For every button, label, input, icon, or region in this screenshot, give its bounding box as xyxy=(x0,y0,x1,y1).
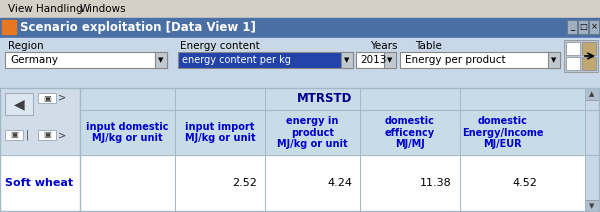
Bar xyxy=(0,18,600,38)
Bar xyxy=(0,88,80,212)
Text: energy in
product
MJ/kg or unit: energy in product MJ/kg or unit xyxy=(277,116,348,149)
Bar xyxy=(80,110,600,155)
Text: ▼: ▼ xyxy=(589,203,595,209)
Text: domestic
Energy/Income
MJ/EUR: domestic Energy/Income MJ/EUR xyxy=(462,116,543,149)
Bar xyxy=(0,155,600,212)
Bar xyxy=(0,88,599,211)
Bar xyxy=(564,40,598,72)
Text: Scenario exploitation [Data View 1]: Scenario exploitation [Data View 1] xyxy=(20,21,256,35)
Bar xyxy=(0,38,600,88)
Text: energy content per kg: energy content per kg xyxy=(182,55,291,65)
Text: 4.52: 4.52 xyxy=(512,179,537,188)
Text: □: □ xyxy=(579,22,587,32)
Bar xyxy=(155,52,167,68)
Text: 4.24: 4.24 xyxy=(327,179,352,188)
Text: input import
MJ/kg or unit: input import MJ/kg or unit xyxy=(185,122,256,143)
Bar xyxy=(400,52,560,68)
Text: 2013: 2013 xyxy=(360,55,386,65)
Bar xyxy=(582,42,596,55)
Text: Windows: Windows xyxy=(80,4,127,14)
Text: Soft wheat: Soft wheat xyxy=(5,179,73,188)
Text: ×: × xyxy=(590,22,598,32)
Bar xyxy=(585,88,600,100)
Text: Energy content: Energy content xyxy=(180,41,260,51)
Bar xyxy=(5,52,167,68)
Text: ▣: ▣ xyxy=(10,131,18,139)
Bar xyxy=(585,88,600,212)
Text: MTRSTD: MTRSTD xyxy=(298,92,353,106)
Bar xyxy=(341,52,353,68)
Text: ▼: ▼ xyxy=(158,57,164,63)
Bar xyxy=(589,20,599,34)
Text: |: | xyxy=(25,130,29,140)
Bar xyxy=(0,0,600,18)
Bar xyxy=(384,52,396,68)
Text: 11.38: 11.38 xyxy=(420,179,452,188)
Bar xyxy=(548,52,560,68)
Bar xyxy=(178,52,353,68)
Bar xyxy=(356,52,396,68)
Bar xyxy=(578,20,588,34)
Text: >: > xyxy=(58,130,66,140)
Bar xyxy=(566,57,580,70)
Text: View Handling: View Handling xyxy=(8,4,83,14)
Bar xyxy=(0,88,600,212)
Text: ▼: ▼ xyxy=(344,57,350,63)
Text: ▣: ▣ xyxy=(43,131,51,139)
Bar xyxy=(566,42,580,55)
Text: ◀: ◀ xyxy=(14,97,25,111)
Text: _: _ xyxy=(570,22,574,32)
Bar xyxy=(38,130,56,140)
Text: Energy per product: Energy per product xyxy=(405,55,506,65)
Text: 2.52: 2.52 xyxy=(232,179,257,188)
Bar xyxy=(38,93,56,103)
Text: ▲: ▲ xyxy=(589,91,595,97)
Text: input domestic
MJ/kg or unit: input domestic MJ/kg or unit xyxy=(86,122,169,143)
Text: Years: Years xyxy=(370,41,398,51)
Text: >: > xyxy=(58,93,66,103)
Bar xyxy=(582,57,596,70)
Bar xyxy=(80,88,600,110)
Bar xyxy=(567,20,577,34)
Text: ▣: ▣ xyxy=(43,93,51,102)
Text: Germany: Germany xyxy=(10,55,58,65)
Text: Table: Table xyxy=(415,41,442,51)
Text: ▼: ▼ xyxy=(551,57,557,63)
Bar xyxy=(5,130,23,140)
Text: domestic
efficency
MJ/MJ: domestic efficency MJ/MJ xyxy=(385,116,435,149)
Bar xyxy=(5,93,33,115)
Bar xyxy=(2,20,16,34)
Text: Region: Region xyxy=(8,41,44,51)
Bar xyxy=(585,200,600,212)
Text: ▼: ▼ xyxy=(388,57,392,63)
